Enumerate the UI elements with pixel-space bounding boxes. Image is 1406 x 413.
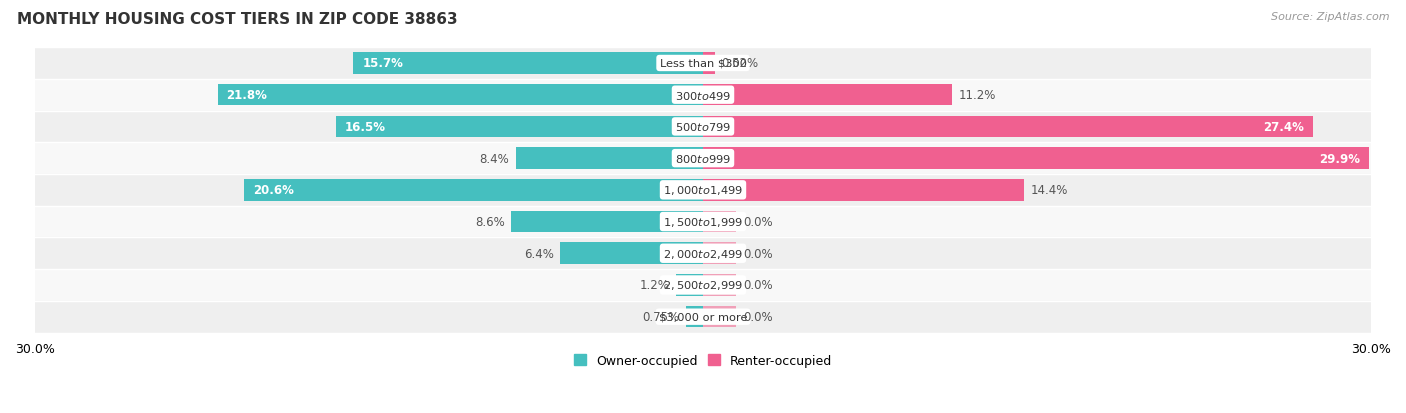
Text: 11.2%: 11.2%: [959, 89, 997, 102]
Bar: [703, 180, 1024, 201]
Bar: [703, 243, 737, 264]
Text: $500 to $799: $500 to $799: [675, 121, 731, 133]
Text: $300 to $499: $300 to $499: [675, 90, 731, 102]
Bar: [245, 180, 703, 201]
Bar: [676, 275, 703, 296]
Bar: [35, 175, 1371, 206]
Bar: [35, 238, 1371, 269]
Text: 0.0%: 0.0%: [744, 311, 773, 323]
Text: 27.4%: 27.4%: [1264, 121, 1305, 133]
Text: 20.6%: 20.6%: [253, 184, 294, 197]
Bar: [516, 148, 703, 169]
Text: 15.7%: 15.7%: [363, 57, 404, 70]
Bar: [686, 306, 703, 328]
Text: $1,500 to $1,999: $1,500 to $1,999: [664, 216, 742, 228]
Text: 1.2%: 1.2%: [640, 279, 669, 292]
Bar: [703, 306, 737, 328]
Text: 16.5%: 16.5%: [344, 121, 385, 133]
Text: 0.75%: 0.75%: [643, 311, 679, 323]
Text: 14.4%: 14.4%: [1031, 184, 1067, 197]
Bar: [35, 80, 1371, 111]
Text: 0.0%: 0.0%: [744, 216, 773, 228]
Text: 0.52%: 0.52%: [721, 57, 758, 70]
Bar: [336, 116, 703, 138]
Bar: [703, 148, 1369, 169]
Text: 21.8%: 21.8%: [226, 89, 267, 102]
Bar: [35, 206, 1371, 238]
Bar: [703, 275, 737, 296]
Bar: [35, 143, 1371, 175]
Text: $2,000 to $2,499: $2,000 to $2,499: [664, 247, 742, 260]
Bar: [703, 211, 737, 233]
Text: 8.6%: 8.6%: [475, 216, 505, 228]
Bar: [353, 53, 703, 75]
Bar: [218, 85, 703, 106]
Text: 6.4%: 6.4%: [524, 247, 554, 260]
Text: 29.9%: 29.9%: [1319, 152, 1360, 165]
Bar: [35, 111, 1371, 143]
Legend: Owner-occupied, Renter-occupied: Owner-occupied, Renter-occupied: [568, 349, 838, 372]
Bar: [35, 301, 1371, 333]
Bar: [703, 116, 1313, 138]
Bar: [561, 243, 703, 264]
Text: $1,000 to $1,499: $1,000 to $1,499: [664, 184, 742, 197]
Bar: [512, 211, 703, 233]
Bar: [35, 269, 1371, 301]
Text: $3,000 or more: $3,000 or more: [659, 312, 747, 322]
Bar: [35, 48, 1371, 80]
Text: Source: ZipAtlas.com: Source: ZipAtlas.com: [1271, 12, 1389, 22]
Text: 0.0%: 0.0%: [744, 247, 773, 260]
Text: MONTHLY HOUSING COST TIERS IN ZIP CODE 38863: MONTHLY HOUSING COST TIERS IN ZIP CODE 3…: [17, 12, 457, 27]
Text: $800 to $999: $800 to $999: [675, 153, 731, 165]
Text: $2,500 to $2,999: $2,500 to $2,999: [664, 279, 742, 292]
Text: 8.4%: 8.4%: [479, 152, 509, 165]
Text: Less than $300: Less than $300: [659, 59, 747, 69]
Bar: [703, 53, 714, 75]
Bar: [703, 85, 952, 106]
Text: 0.0%: 0.0%: [744, 279, 773, 292]
